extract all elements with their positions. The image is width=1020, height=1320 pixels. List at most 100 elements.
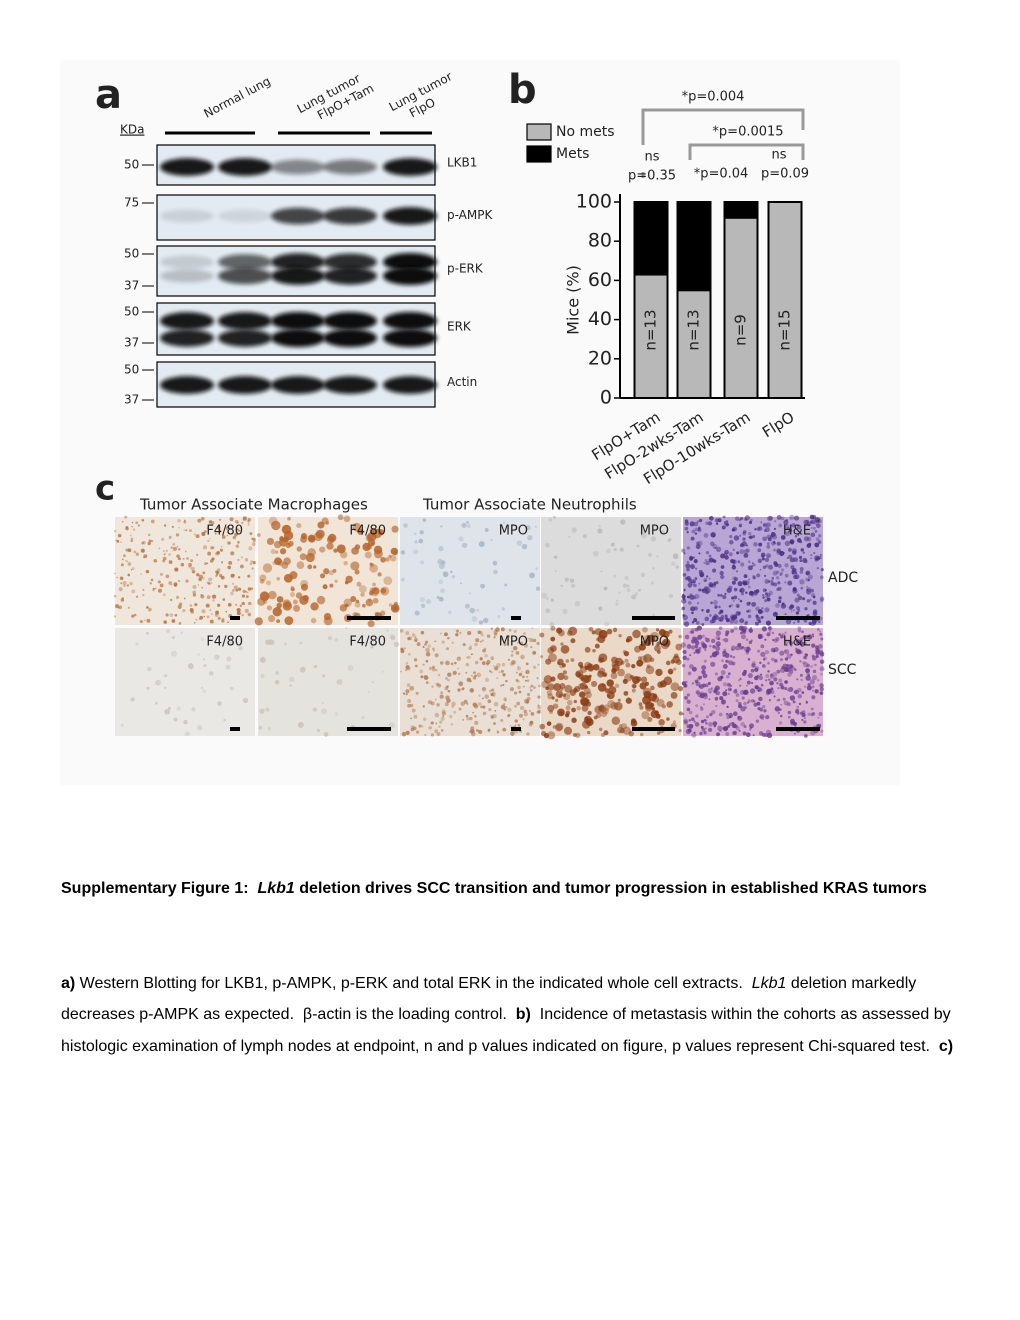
histology-texture — [758, 620, 762, 624]
histology-texture — [799, 567, 804, 571]
histology-texture — [779, 574, 782, 577]
histology-texture — [505, 679, 508, 683]
histology-texture — [793, 621, 796, 624]
histology-texture — [209, 671, 214, 676]
histology-texture — [755, 589, 760, 594]
histology-texture — [799, 579, 805, 585]
histology-texture — [712, 559, 717, 563]
histology-texture — [769, 674, 775, 679]
histology-texture — [598, 653, 608, 663]
histology-texture — [814, 529, 818, 533]
histology-texture — [113, 529, 117, 533]
histology-texture — [732, 526, 737, 532]
histology-texture — [381, 670, 384, 673]
histology-texture — [390, 547, 398, 555]
histology-texture — [127, 606, 131, 609]
histology-texture — [500, 718, 504, 722]
histology-texture — [756, 527, 761, 531]
histology-texture — [499, 523, 503, 527]
histology-texture — [811, 514, 817, 520]
histology-texture — [146, 606, 149, 609]
histology-texture — [790, 720, 795, 726]
histology-texture — [480, 583, 486, 589]
histology-texture — [566, 630, 573, 636]
histology-texture — [434, 653, 439, 658]
histology-texture — [694, 640, 700, 646]
histology-texture — [229, 686, 234, 691]
histology-texture — [662, 630, 670, 638]
histology-texture — [183, 597, 186, 600]
histology-texture — [628, 730, 635, 737]
histology-texture — [786, 702, 791, 707]
histology-texture — [470, 653, 473, 656]
histology-texture — [767, 662, 770, 665]
histology-texture — [784, 649, 790, 655]
histology-texture — [219, 518, 222, 521]
histology-texture — [198, 577, 202, 582]
histology-texture — [703, 730, 708, 735]
histology-texture — [502, 683, 505, 687]
histology-texture — [807, 578, 811, 582]
histology-texture — [637, 656, 642, 661]
histology-texture — [160, 572, 164, 576]
histology-texture — [458, 536, 464, 542]
histology-texture — [468, 646, 472, 651]
histology-texture — [493, 666, 499, 671]
histology-texture — [436, 732, 441, 737]
histology-texture — [557, 672, 565, 681]
histology-texture — [393, 601, 398, 606]
histology-texture — [414, 664, 418, 668]
histology-texture — [516, 701, 520, 706]
histology-texture — [424, 643, 427, 646]
histology-texture — [407, 636, 411, 641]
histology-texture — [133, 613, 137, 617]
histology-texture — [418, 538, 424, 544]
histology-texture — [491, 716, 494, 720]
histology-texture — [507, 634, 510, 638]
histology-texture — [200, 594, 203, 596]
histology-texture — [746, 609, 750, 613]
histology-texture — [296, 546, 302, 552]
histology-texture — [775, 576, 780, 580]
histology-texture — [500, 684, 503, 687]
histology-texture — [709, 515, 714, 521]
histology-texture — [117, 533, 122, 538]
histology-texture — [748, 648, 751, 651]
histology-texture — [735, 570, 739, 573]
histology-texture — [689, 557, 693, 561]
histology-texture — [180, 562, 185, 567]
histology-texture — [285, 542, 291, 549]
histology-texture — [442, 571, 449, 578]
histology-texture — [704, 558, 708, 562]
histology-texture — [215, 610, 219, 615]
histology-texture — [305, 553, 315, 563]
histology-texture — [157, 580, 161, 584]
histology-texture — [804, 607, 808, 611]
panel-header: Tumor Associate Neutrophils — [422, 496, 637, 514]
histology-texture — [522, 675, 525, 679]
histology-texture — [722, 594, 727, 600]
histology-texture — [260, 674, 265, 679]
histology-texture — [820, 672, 823, 676]
histology-texture — [492, 694, 496, 698]
blot-band — [383, 376, 437, 394]
histology-texture — [478, 702, 482, 706]
histology-texture — [647, 716, 653, 722]
histology-texture — [740, 721, 745, 727]
histology-texture — [547, 704, 555, 712]
histology-texture — [626, 588, 631, 592]
histology-texture — [453, 710, 457, 714]
blot-band — [218, 329, 272, 347]
histology-texture — [811, 656, 817, 661]
histology-texture — [520, 705, 525, 711]
histology-texture — [297, 722, 304, 728]
histology-texture — [328, 570, 334, 576]
histology-texture — [816, 523, 821, 529]
histology-texture — [409, 686, 415, 691]
histology-texture — [192, 590, 197, 595]
histology-texture — [251, 537, 254, 540]
histology-texture — [250, 587, 254, 591]
histology-texture — [459, 631, 462, 634]
histology-texture — [227, 565, 232, 570]
histology-texture — [709, 541, 715, 547]
